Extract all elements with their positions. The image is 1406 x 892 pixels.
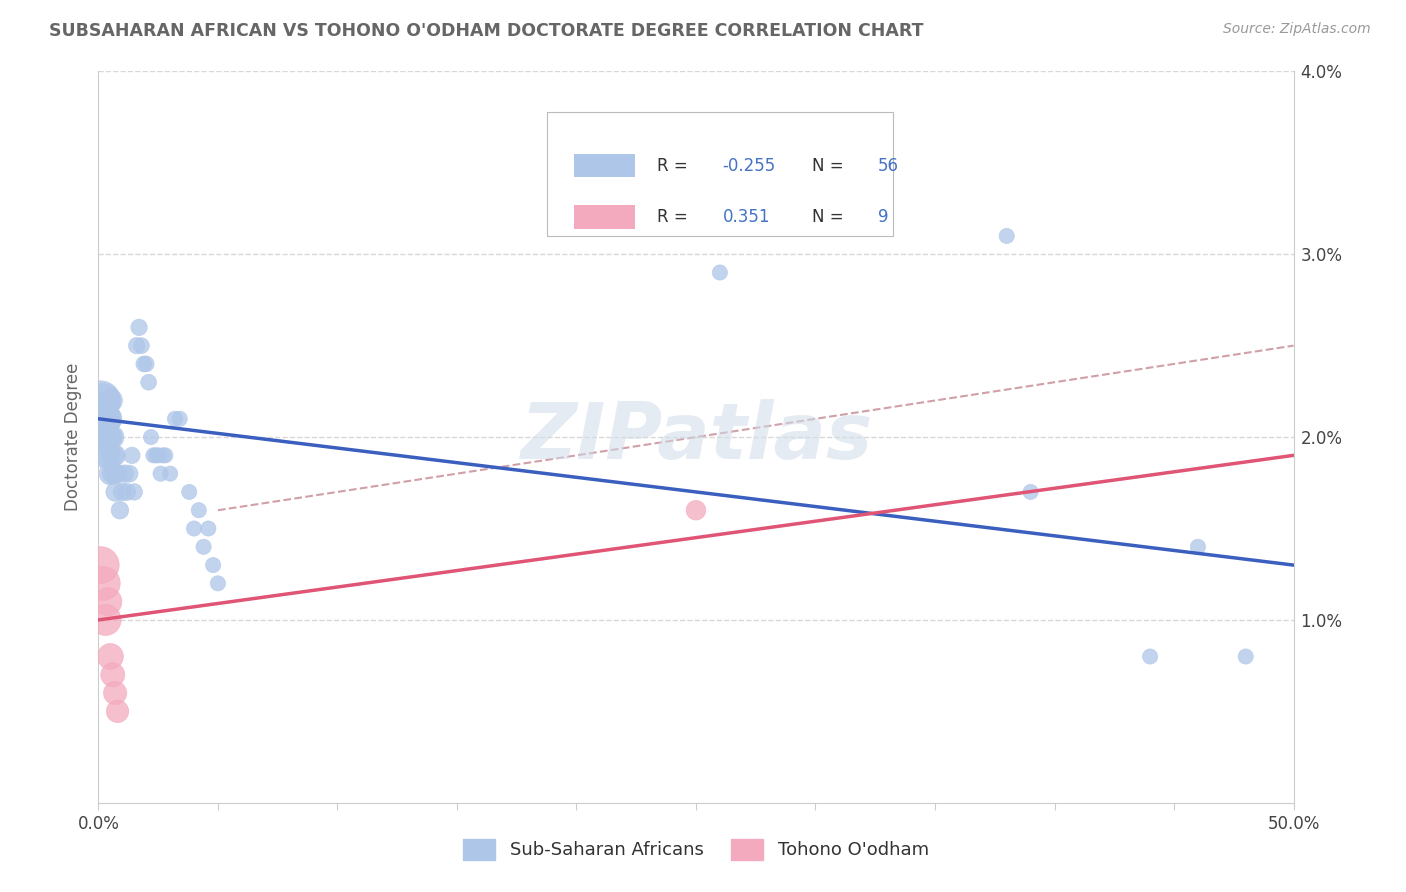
Point: [142, 449, 165, 463]
Point: [145, 449, 167, 463]
Point: [94, 430, 117, 444]
Point: [107, 467, 129, 481]
Text: Source: ZipAtlas.com: Source: ZipAtlas.com: [1223, 22, 1371, 37]
Point: [1187, 540, 1209, 554]
Point: [98, 393, 122, 408]
Point: [1019, 485, 1042, 500]
Point: [128, 320, 150, 334]
Point: [94, 613, 117, 627]
Point: [155, 449, 177, 463]
Point: [98, 467, 122, 481]
Point: [101, 467, 124, 481]
Point: [101, 430, 124, 444]
Point: [183, 521, 205, 535]
Point: [101, 667, 124, 681]
Point: [135, 357, 157, 371]
Point: [148, 449, 170, 463]
Text: N =: N =: [813, 208, 849, 226]
Point: [107, 705, 129, 719]
Text: N =: N =: [813, 157, 849, 175]
FancyBboxPatch shape: [574, 205, 636, 228]
Text: R =: R =: [657, 157, 693, 175]
Point: [97, 595, 120, 609]
Point: [685, 503, 707, 517]
Point: [152, 449, 174, 463]
Text: -0.255: -0.255: [723, 157, 776, 175]
Y-axis label: Doctorate Degree: Doctorate Degree: [65, 363, 83, 511]
Point: [125, 338, 148, 352]
Point: [90, 412, 112, 426]
Point: [114, 467, 136, 481]
Point: [1234, 649, 1257, 664]
Point: [98, 649, 122, 664]
Text: ZIPatlas: ZIPatlas: [520, 399, 872, 475]
Point: [104, 467, 127, 481]
Point: [685, 174, 707, 188]
Point: [138, 376, 160, 390]
Point: [97, 449, 120, 463]
Point: [131, 338, 153, 352]
Point: [104, 686, 127, 700]
Point: [101, 449, 124, 463]
Point: [193, 540, 215, 554]
Point: [159, 467, 181, 481]
Point: [709, 266, 731, 280]
Legend: Sub-Saharan Africans, Tohono O'odham: Sub-Saharan Africans, Tohono O'odham: [456, 831, 936, 867]
Point: [104, 485, 127, 500]
FancyBboxPatch shape: [574, 153, 636, 178]
Text: SUBSAHARAN AFRICAN VS TOHONO O'ODHAM DOCTORATE DEGREE CORRELATION CHART: SUBSAHARAN AFRICAN VS TOHONO O'ODHAM DOC…: [49, 22, 924, 40]
Point: [179, 485, 201, 500]
Point: [90, 558, 112, 573]
Point: [121, 449, 143, 463]
Text: 9: 9: [877, 208, 889, 226]
Point: [169, 412, 191, 426]
Point: [207, 576, 229, 591]
Point: [91, 393, 114, 408]
Text: R =: R =: [657, 208, 697, 226]
FancyBboxPatch shape: [547, 112, 893, 235]
Point: [104, 449, 127, 463]
Point: [995, 229, 1018, 244]
Text: 56: 56: [877, 157, 898, 175]
Point: [91, 576, 114, 591]
Point: [115, 485, 138, 500]
Text: 0.351: 0.351: [723, 208, 770, 226]
Point: [111, 485, 134, 500]
Point: [90, 393, 112, 408]
Point: [139, 430, 162, 444]
Point: [149, 467, 172, 481]
Point: [108, 503, 131, 517]
Point: [97, 430, 120, 444]
Point: [98, 430, 122, 444]
Point: [197, 521, 219, 535]
Point: [1139, 649, 1161, 664]
Point: [124, 485, 146, 500]
Point: [97, 412, 120, 426]
Point: [118, 467, 141, 481]
Point: [163, 412, 186, 426]
Point: [94, 449, 117, 463]
Point: [202, 558, 225, 573]
Point: [132, 357, 155, 371]
Point: [94, 412, 117, 426]
Point: [187, 503, 209, 517]
